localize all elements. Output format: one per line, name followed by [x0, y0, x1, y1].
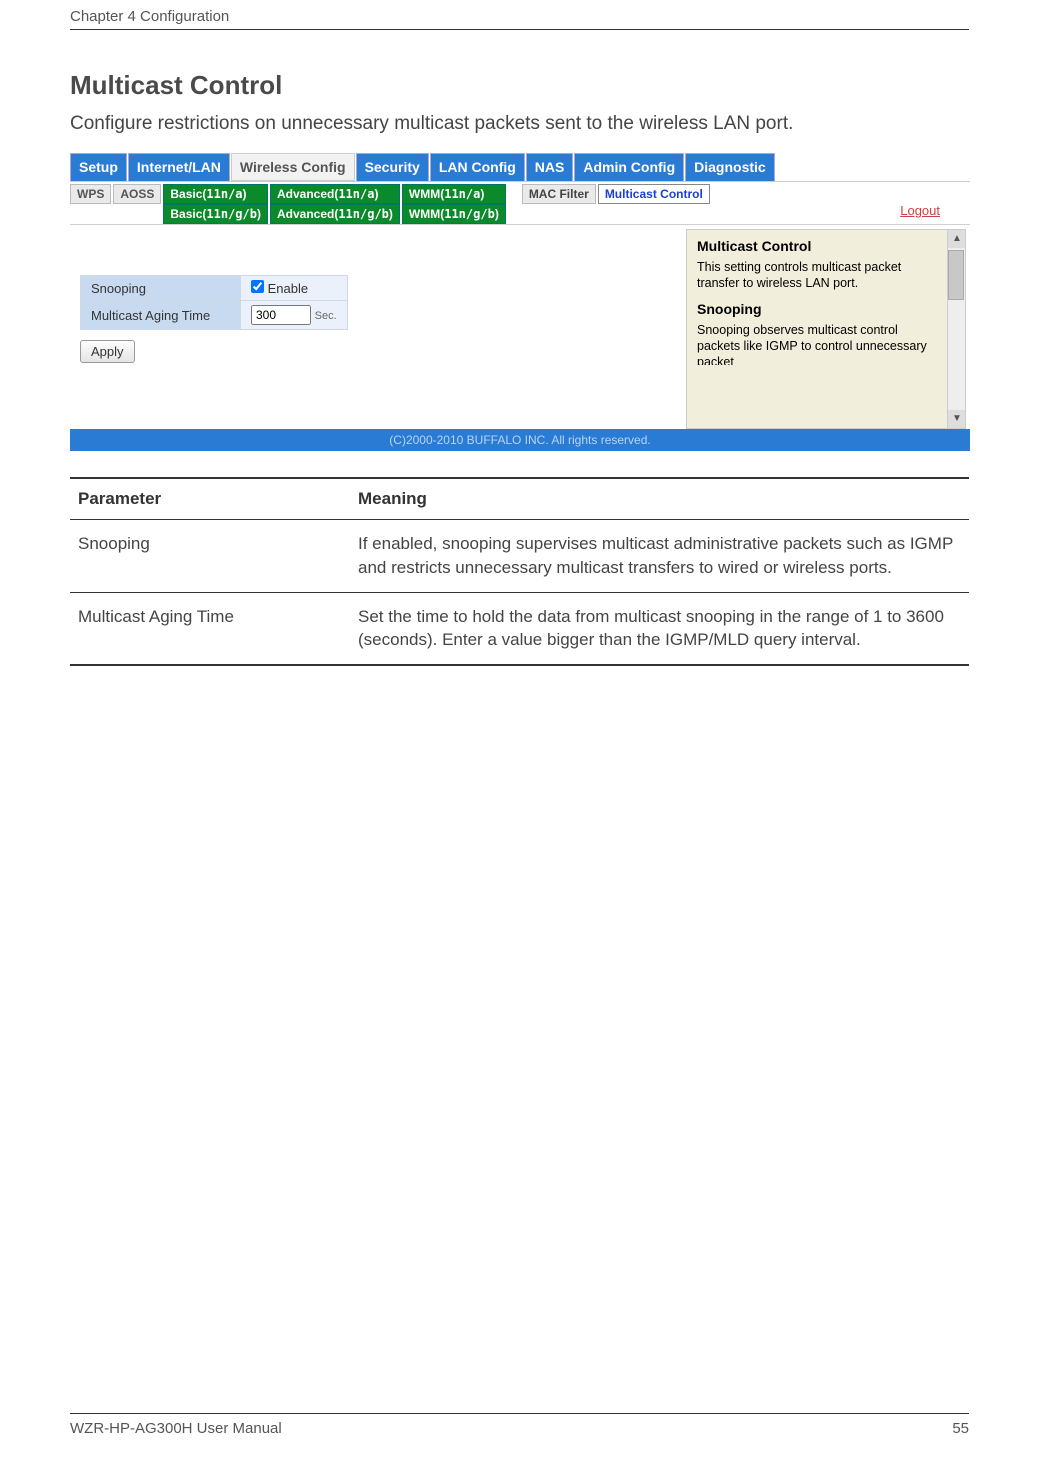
footer-manual: WZR-HP-AG300H User Manual	[70, 1420, 282, 1437]
scroll-down-icon[interactable]: ▼	[948, 410, 966, 428]
section-desc: Configure restrictions on unnecessary mu…	[70, 113, 969, 135]
tab-diagnostic[interactable]: Diagnostic	[685, 153, 775, 181]
snooping-value: Enable	[241, 276, 348, 301]
tab-security[interactable]: Security	[356, 153, 429, 181]
scroll-up-icon[interactable]: ▲	[948, 230, 966, 248]
logout-link[interactable]: Logout	[900, 203, 940, 218]
aging-value-cell: Sec.	[241, 301, 348, 330]
param-name: Multicast Aging Time	[70, 592, 350, 665]
aging-unit: Sec.	[315, 310, 337, 322]
tab-admin-config[interactable]: Admin Config	[574, 153, 684, 181]
help-scrollbar[interactable]: ▲ ▼	[947, 230, 965, 428]
tab-nas[interactable]: NAS	[526, 153, 574, 181]
chapter-label: Chapter 4 Configuration	[70, 8, 229, 25]
table-row: Snooping If enabled, snooping supervises…	[70, 520, 969, 593]
param-meaning: Set the time to hold the data from multi…	[350, 592, 969, 665]
router-ui-screenshot: Setup Internet/LAN Wireless Config Secur…	[70, 153, 970, 451]
subtab-advanced-11na[interactable]: Advanced(11n/a)	[270, 184, 400, 204]
apply-button[interactable]: Apply	[80, 340, 135, 363]
tab-internet-lan[interactable]: Internet/LAN	[128, 153, 230, 181]
col-parameter: Parameter	[70, 478, 350, 520]
subtab-aoss[interactable]: AOSS	[113, 184, 161, 204]
page-footer: WZR-HP-AG300H User Manual 55	[70, 1413, 969, 1437]
form-pane: Snooping Enable Multicast Aging Time Sec…	[70, 225, 686, 429]
subtab-wps[interactable]: WPS	[70, 184, 111, 204]
aging-label: Multicast Aging Time	[81, 301, 241, 330]
table-row: Multicast Aging Time Set the time to hol…	[70, 592, 969, 665]
help-para-2: Snooping observes multicast control pack…	[697, 323, 943, 365]
subtab-multicast-control[interactable]: Multicast Control	[598, 184, 710, 204]
parameter-table: Parameter Meaning Snooping If enabled, s…	[70, 477, 969, 666]
col-meaning: Meaning	[350, 478, 969, 520]
subtab-mac-filter[interactable]: MAC Filter	[522, 184, 596, 204]
subtab-wmm-11na[interactable]: WMM(11n/a)	[402, 184, 506, 204]
tab-setup[interactable]: Setup	[70, 153, 127, 181]
subtab-basic-11na[interactable]: Basic(11n/a)	[163, 184, 268, 204]
top-tabs: Setup Internet/LAN Wireless Config Secur…	[70, 153, 970, 182]
section-title: Multicast Control	[70, 70, 969, 101]
subtab-advanced-11ngb[interactable]: Advanced(11n/g/b)	[270, 204, 400, 224]
snooping-label: Snooping	[81, 276, 241, 301]
subtab-basic-11ngb[interactable]: Basic(11n/g/b)	[163, 204, 268, 224]
enable-label: Enable	[268, 281, 308, 296]
help-title-2: Snooping	[697, 301, 943, 317]
help-title-1: Multicast Control	[697, 238, 943, 254]
param-name: Snooping	[70, 520, 350, 593]
subtab-wmm-11ngb[interactable]: WMM(11n/g/b)	[402, 204, 506, 224]
aging-input[interactable]	[251, 305, 311, 325]
sub-tabs: WPS AOSS Basic(11n/a) Basic(11n/g/b) Adv…	[70, 182, 970, 224]
help-pane: Multicast Control This setting controls …	[686, 229, 966, 429]
scroll-thumb[interactable]	[948, 250, 964, 300]
help-para-1: This setting controls multicast packet t…	[697, 260, 943, 291]
footer-page: 55	[952, 1420, 969, 1437]
settings-table: Snooping Enable Multicast Aging Time Sec…	[80, 275, 348, 330]
param-meaning: If enabled, snooping supervises multicas…	[350, 520, 969, 593]
copyright-bar: (C)2000-2010 BUFFALO INC. All rights res…	[70, 429, 970, 451]
page-header: Chapter 4 Configuration	[70, 0, 969, 30]
snooping-checkbox[interactable]	[251, 280, 264, 293]
tab-lan-config[interactable]: LAN Config	[430, 153, 525, 181]
main-area: Snooping Enable Multicast Aging Time Sec…	[70, 224, 970, 429]
tab-wireless-config[interactable]: Wireless Config	[231, 153, 355, 181]
